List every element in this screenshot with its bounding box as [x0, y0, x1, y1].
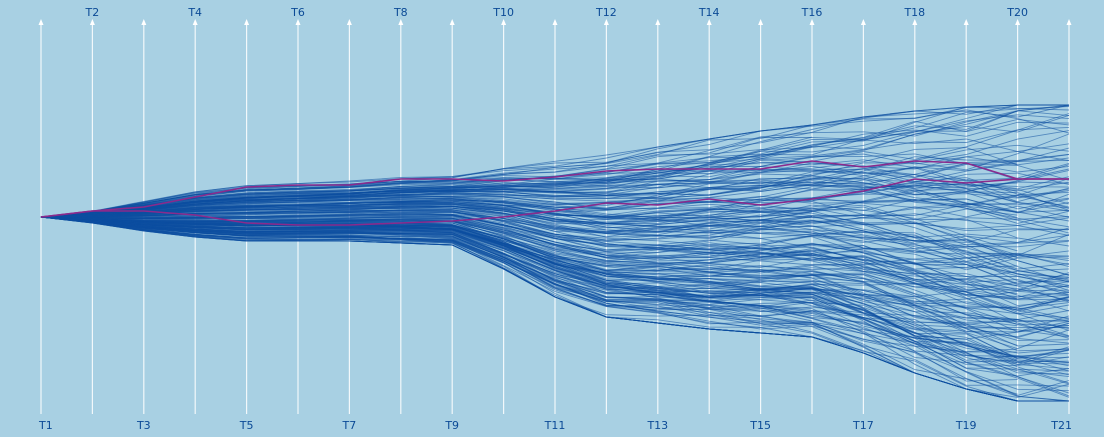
axis-arrow-t4 — [192, 19, 198, 25]
series-line — [40, 191, 1070, 220]
series-line — [40, 216, 1070, 286]
tick-label-t20: T20 — [1006, 6, 1028, 19]
tick-label-t6: T6 — [290, 6, 305, 19]
tick-label-t7: T7 — [342, 419, 357, 432]
axis-arrow-t19 — [963, 19, 969, 25]
axis-arrow-t20 — [1015, 19, 1021, 25]
series-layer — [40, 104, 1070, 402]
tick-label-t9: T9 — [444, 419, 459, 432]
series-line — [40, 126, 1070, 218]
series-line — [40, 216, 1070, 315]
series-line — [40, 182, 1070, 218]
axis-arrow-t1 — [38, 19, 44, 25]
axis-arrow-t10 — [501, 19, 507, 25]
series-line — [40, 210, 1070, 312]
tick-label-t12: T12 — [595, 6, 617, 19]
axis-arrow-t12 — [603, 19, 609, 25]
axis-arrow-t3 — [141, 19, 147, 25]
series-line — [40, 216, 1018, 331]
axis-arrow-t11 — [552, 19, 558, 25]
tick-label-t17: T17 — [852, 419, 874, 432]
tick-label-t4: T4 — [187, 6, 202, 19]
series-line — [40, 177, 1070, 218]
tick-label-t21: T21 — [1050, 419, 1072, 432]
highlight-series-2 — [40, 178, 1069, 226]
series-line — [40, 147, 1070, 218]
axis-arrow-t15 — [758, 19, 764, 25]
axis-arrow-t7 — [346, 19, 352, 25]
series-line — [40, 216, 1070, 338]
axis-arrow-t5 — [244, 19, 250, 25]
tick-label-t8: T8 — [393, 6, 408, 19]
tick-label-t10: T10 — [492, 6, 514, 19]
series-line — [40, 104, 1070, 218]
series-line — [40, 216, 1070, 398]
series-line — [40, 215, 1018, 269]
tick-label-t14: T14 — [698, 6, 720, 19]
series-line — [40, 216, 1069, 402]
series-line — [40, 216, 1070, 310]
tick-label-t15: T15 — [749, 419, 771, 432]
series-line — [40, 153, 1070, 218]
axis-arrow-t18 — [912, 19, 918, 25]
axis-arrow-t6 — [295, 19, 301, 25]
series-line — [40, 189, 1070, 218]
tick-labels: T2 T4 T6 T8 T10 T12 T14 T16 T18 T20 T1 T3 T5 T7 T9 T11 T… — [38, 6, 1072, 432]
axis-arrow-t13 — [655, 19, 661, 25]
tick-label-t11: T11 — [544, 419, 566, 432]
series-line — [40, 114, 1070, 218]
series-line — [41, 209, 1070, 285]
axis-arrow-t2 — [89, 19, 95, 25]
series-line — [40, 216, 1070, 367]
series-line — [40, 193, 1070, 225]
series-line — [40, 216, 1070, 338]
tick-label-t18: T18 — [903, 6, 925, 19]
axis-arrow-t16 — [809, 19, 815, 25]
series-line — [40, 216, 1070, 303]
tick-label-t16: T16 — [801, 6, 823, 19]
axis-arrow-t17 — [860, 19, 866, 25]
axis-arrow-t9 — [449, 19, 455, 25]
tick-label-t5: T5 — [239, 419, 254, 432]
highlight-layer — [40, 160, 1069, 226]
axis-arrow-t14 — [706, 19, 712, 25]
series-line — [40, 164, 1070, 218]
series-line — [40, 178, 1018, 218]
series-line — [40, 206, 1070, 276]
tick-label-t13: T13 — [646, 419, 668, 432]
tick-label-t2: T2 — [85, 6, 100, 19]
tick-label-t19: T19 — [955, 419, 977, 432]
tick-label-t3: T3 — [136, 419, 151, 432]
series-line — [40, 198, 1018, 259]
axis-arrow-t8 — [398, 19, 404, 25]
series-line — [40, 216, 1070, 282]
highlight-series-1 — [40, 160, 1069, 218]
tick-label-t1: T1 — [38, 419, 53, 432]
axis-arrow-t21 — [1066, 19, 1072, 25]
